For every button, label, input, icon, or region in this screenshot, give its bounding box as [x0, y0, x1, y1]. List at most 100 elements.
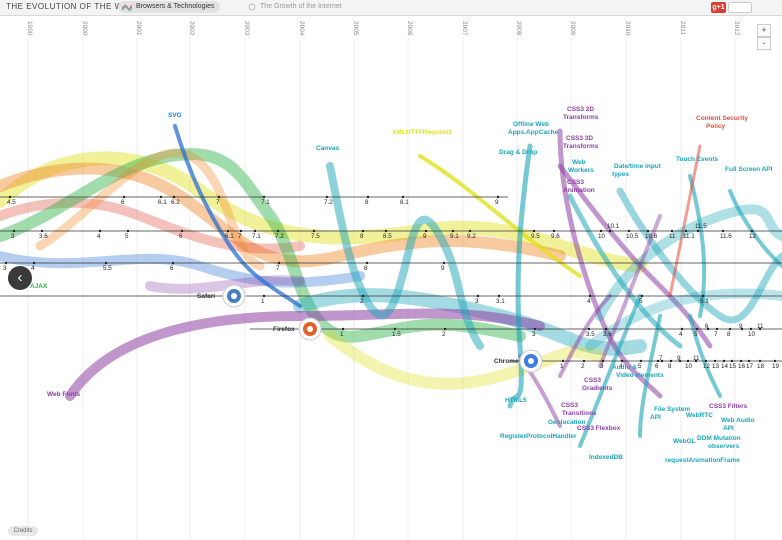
technology-label[interactable]: RegisterProtocolHandler: [500, 433, 577, 440]
technology-label[interactable]: Touch Events: [676, 156, 719, 163]
version-label[interactable]: 7.2: [275, 233, 284, 240]
version-label[interactable]: 3.6: [39, 233, 48, 240]
version-label[interactable]: 6: [655, 363, 659, 370]
tab-browsers-technologies[interactable]: Browsers & Technologies: [118, 1, 221, 13]
technology-label[interactable]: Canvas: [316, 145, 340, 152]
version-label[interactable]: 6: [179, 233, 183, 240]
version-label[interactable]: 1: [261, 298, 265, 305]
version-label[interactable]: 11: [669, 233, 676, 240]
technology-label[interactable]: requestAnimationFrame: [665, 457, 740, 464]
version-label[interactable]: 4: [619, 363, 623, 370]
technology-label[interactable]: AJAX: [30, 283, 48, 290]
zoom-out-button[interactable]: -: [757, 37, 771, 50]
technology-label[interactable]: IndexedDB: [589, 454, 623, 461]
version-label[interactable]: 7: [238, 233, 242, 240]
technology-label[interactable]: Date/time input types: [612, 163, 662, 178]
version-label[interactable]: 17: [746, 363, 754, 370]
technology-label[interactable]: CSS3 Filters: [709, 403, 748, 410]
version-label[interactable]: 11.5: [695, 223, 707, 230]
version-label[interactable]: 5: [125, 233, 129, 240]
version-label[interactable]: 10: [685, 363, 693, 370]
version-label[interactable]: 3: [532, 331, 536, 338]
version-label[interactable]: 3.6: [603, 331, 612, 338]
technology-label[interactable]: Full Screen API: [725, 166, 773, 173]
version-label[interactable]: 9: [677, 355, 681, 362]
version-label[interactable]: 4: [679, 331, 683, 338]
version-label[interactable]: 11: [757, 323, 764, 330]
version-label[interactable]: 9: [739, 323, 743, 330]
version-label[interactable]: 11.1: [683, 233, 695, 240]
technology-label[interactable]: WebRTC: [686, 412, 713, 419]
technology-label[interactable]: File System API: [650, 406, 690, 421]
version-label[interactable]: 7: [659, 355, 663, 362]
version-label[interactable]: 5.1: [700, 298, 709, 305]
technology-label[interactable]: Audio & Video elements: [612, 364, 664, 379]
version-label[interactable]: 19: [772, 363, 780, 370]
technology-label[interactable]: SVG: [168, 112, 182, 119]
version-label[interactable]: 1: [560, 363, 564, 370]
version-label[interactable]: 7.2: [324, 199, 333, 206]
version-label[interactable]: 12: [703, 363, 711, 370]
version-label[interactable]: 18: [757, 363, 765, 370]
safari-icon[interactable]: [222, 284, 246, 308]
version-label[interactable]: 9.5: [531, 233, 540, 240]
technology-label[interactable]: DDM Mutation observers: [697, 435, 741, 450]
version-label[interactable]: 11: [693, 355, 700, 362]
technology-label[interactable]: CSS3 2D Transforms: [563, 106, 599, 121]
version-label[interactable]: 9.6: [551, 233, 560, 240]
version-label[interactable]: 11.6: [720, 233, 732, 240]
version-label[interactable]: 5: [639, 298, 643, 305]
version-label[interactable]: 6: [705, 323, 709, 330]
version-label[interactable]: 6.1: [225, 233, 234, 240]
version-label[interactable]: 7.1: [261, 199, 270, 206]
version-label[interactable]: 8.1: [400, 199, 409, 206]
version-label[interactable]: 13: [712, 363, 720, 370]
version-label[interactable]: 6.2: [171, 199, 180, 206]
version-label[interactable]: 2: [581, 363, 585, 370]
version-label[interactable]: 7: [216, 199, 220, 206]
version-label[interactable]: 8: [365, 199, 369, 206]
version-label[interactable]: 7.1: [252, 233, 261, 240]
version-label[interactable]: 2: [360, 298, 364, 305]
technology-label[interactable]: HTML5: [505, 397, 527, 404]
version-label[interactable]: 4: [97, 233, 101, 240]
version-label[interactable]: 4: [31, 265, 35, 272]
technology-label[interactable]: Content Security Policy: [696, 115, 748, 130]
version-label[interactable]: 8: [727, 331, 731, 338]
technology-label[interactable]: CSS3 3D Transforms: [563, 135, 599, 150]
version-label[interactable]: 5.5: [103, 265, 112, 272]
version-label[interactable]: 6: [121, 199, 125, 206]
technology-label[interactable]: CSS3 Flexbox: [577, 425, 621, 432]
version-label[interactable]: 10: [748, 331, 756, 338]
version-label[interactable]: 7: [276, 265, 280, 272]
firefox-icon[interactable]: [298, 317, 322, 341]
version-label[interactable]: 2: [442, 331, 446, 338]
technology-label[interactable]: Geolocation: [548, 419, 586, 426]
credits-button[interactable]: Credits: [8, 526, 38, 536]
zoom-in-button[interactable]: +: [757, 24, 771, 37]
version-label[interactable]: 7.5: [311, 233, 320, 240]
version-label[interactable]: 3: [600, 363, 604, 370]
version-label[interactable]: 10.5: [626, 233, 639, 240]
version-label[interactable]: 10: [598, 233, 606, 240]
version-label[interactable]: 10.1: [607, 223, 620, 230]
version-label[interactable]: 8: [360, 233, 364, 240]
tab-growth-internet[interactable]: The Growth of the Internet: [246, 1, 348, 13]
version-label[interactable]: 9: [423, 233, 427, 240]
version-label[interactable]: 6: [170, 265, 174, 272]
version-label[interactable]: 3: [475, 298, 479, 305]
version-label[interactable]: 3.5: [586, 331, 595, 338]
technology-label[interactable]: CSS3 Transitions: [561, 402, 597, 417]
back-arrow-button[interactable]: ‹: [8, 266, 32, 290]
technology-label[interactable]: XMLHTTPRequest2: [392, 129, 452, 136]
version-label[interactable]: 10.6: [645, 233, 658, 240]
version-label[interactable]: 3.1: [496, 298, 505, 305]
version-label[interactable]: 5: [694, 331, 698, 338]
version-label[interactable]: 15: [729, 363, 737, 370]
version-label[interactable]: 4: [587, 298, 591, 305]
version-label[interactable]: 1.5: [392, 331, 401, 338]
version-label[interactable]: 5: [638, 363, 642, 370]
version-label[interactable]: 6.1: [158, 199, 167, 206]
version-label[interactable]: 9: [441, 265, 445, 272]
version-label[interactable]: 9: [495, 199, 499, 206]
